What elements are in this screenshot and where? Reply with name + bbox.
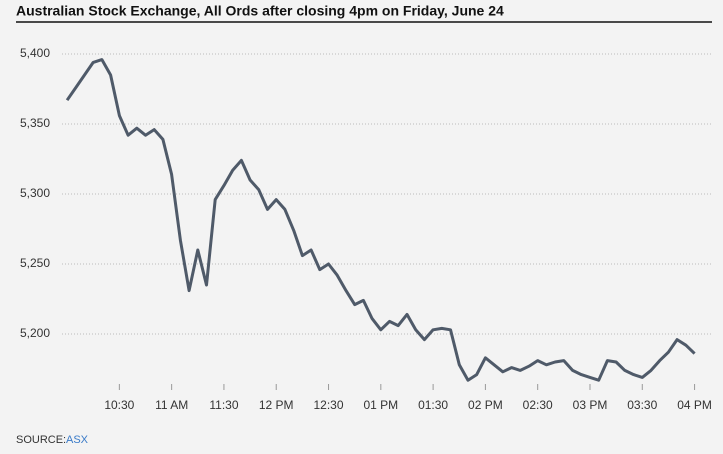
x-tick-label: 02:30 bbox=[523, 398, 553, 412]
x-tick-label: 03 PM bbox=[573, 398, 608, 412]
source-link[interactable]: ASX bbox=[66, 434, 89, 446]
x-tick-label: 11:30 bbox=[209, 398, 238, 412]
x-tick-label: 01 PM bbox=[363, 398, 398, 412]
x-tick-label: 12 PM bbox=[259, 398, 294, 412]
x-tick-label: 01:30 bbox=[418, 398, 448, 412]
x-tick-label: 03:30 bbox=[627, 398, 657, 412]
source-label: SOURCE: bbox=[16, 434, 66, 446]
x-tick-label: 04 PM bbox=[677, 398, 712, 412]
x-tick-label: 11 AM bbox=[155, 398, 188, 412]
x-tick-label: 02 PM bbox=[468, 398, 503, 412]
x-tick-label: 12:30 bbox=[314, 398, 344, 412]
y-tick-label: 5,250 bbox=[20, 256, 50, 270]
y-tick-label: 5,400 bbox=[20, 46, 50, 60]
series-line bbox=[65, 58, 696, 382]
x-tick-label: 10:30 bbox=[104, 398, 134, 412]
y-tick-label: 5,350 bbox=[20, 116, 50, 130]
y-tick-label: 5,300 bbox=[20, 186, 50, 200]
y-tick-label: 5,200 bbox=[20, 326, 50, 340]
chart-title: Australian Stock Exchange, All Ords afte… bbox=[16, 3, 504, 19]
